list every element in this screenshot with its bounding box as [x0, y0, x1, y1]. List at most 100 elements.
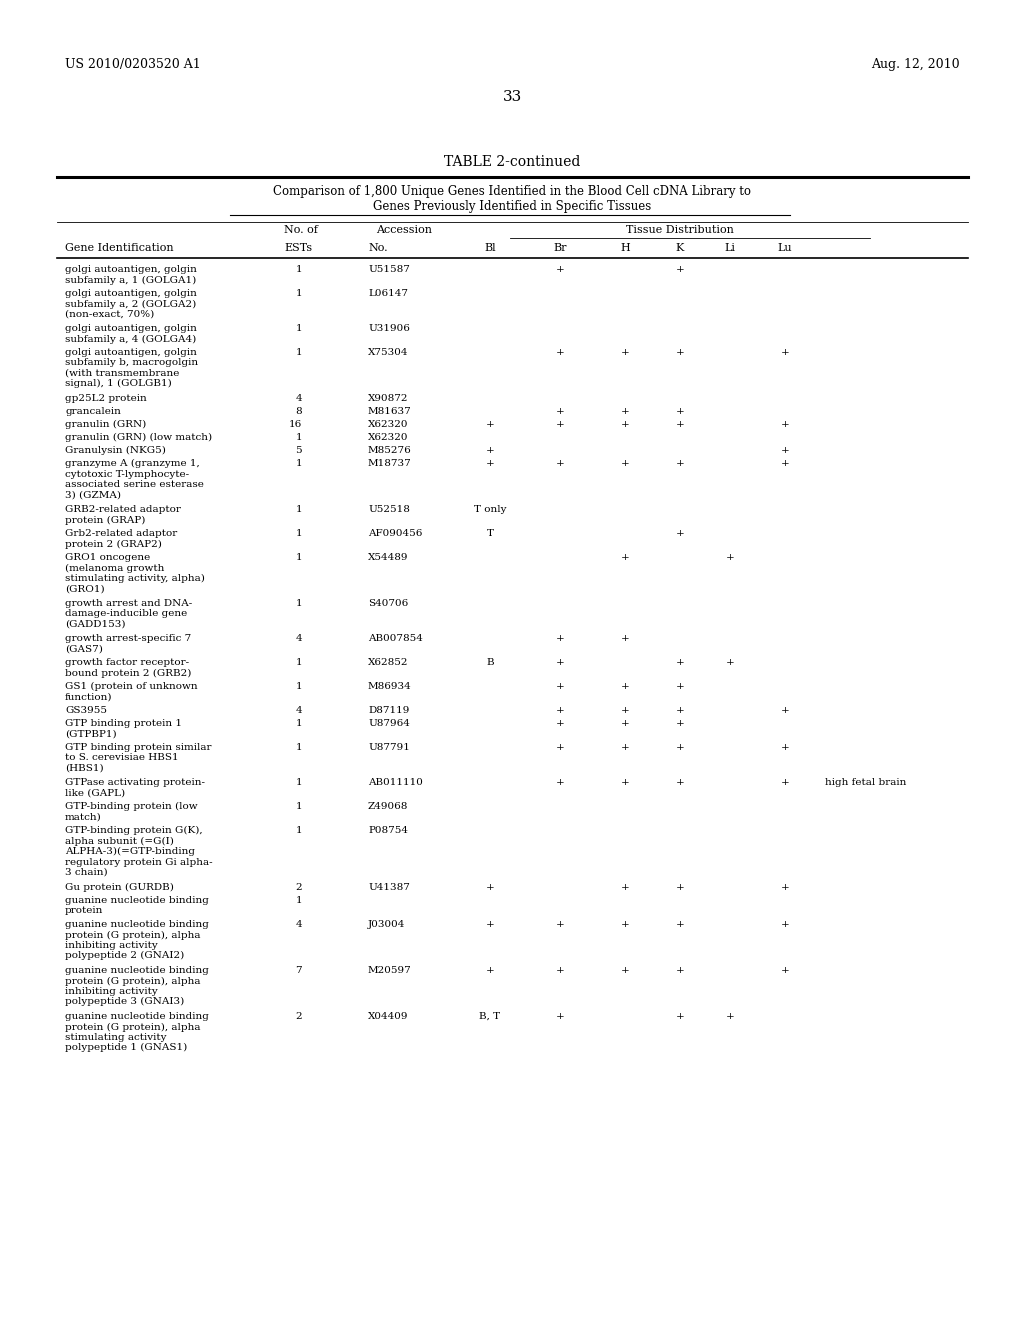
Text: +: + — [556, 743, 564, 752]
Text: X90872: X90872 — [368, 393, 409, 403]
Text: GS1 (protein of unknown
function): GS1 (protein of unknown function) — [65, 682, 198, 701]
Text: guanine nucleotide binding
protein (G protein), alpha
stimulating activity
polyp: guanine nucleotide binding protein (G pr… — [65, 1012, 209, 1052]
Text: X62320: X62320 — [368, 420, 409, 429]
Text: +: + — [676, 407, 684, 416]
Text: +: + — [726, 553, 734, 562]
Text: Accession: Accession — [376, 224, 432, 235]
Text: 1: 1 — [295, 323, 302, 333]
Text: +: + — [676, 265, 684, 275]
Text: 1: 1 — [295, 657, 302, 667]
Text: 2: 2 — [295, 883, 302, 892]
Text: +: + — [780, 446, 790, 455]
Text: +: + — [556, 706, 564, 715]
Text: +: + — [621, 743, 630, 752]
Text: 1: 1 — [295, 289, 302, 298]
Text: M20597: M20597 — [368, 966, 412, 975]
Text: +: + — [621, 706, 630, 715]
Text: No. of: No. of — [284, 224, 317, 235]
Text: Li: Li — [725, 243, 735, 253]
Text: +: + — [556, 719, 564, 729]
Text: +: + — [556, 348, 564, 356]
Text: P08754: P08754 — [368, 826, 408, 836]
Text: +: + — [780, 883, 790, 892]
Text: 1: 1 — [295, 599, 302, 609]
Text: 1: 1 — [295, 896, 302, 906]
Text: +: + — [485, 966, 495, 975]
Text: Genes Previously Identified in Specific Tissues: Genes Previously Identified in Specific … — [373, 201, 651, 213]
Text: 1: 1 — [295, 719, 302, 729]
Text: +: + — [485, 920, 495, 929]
Text: growth factor receptor-
bound protein 2 (GRB2): growth factor receptor- bound protein 2 … — [65, 657, 191, 677]
Text: growth arrest and DNA-
damage-inducible gene
(GADD153): growth arrest and DNA- damage-inducible … — [65, 599, 193, 628]
Text: +: + — [676, 529, 684, 539]
Text: +: + — [780, 348, 790, 356]
Text: +: + — [780, 459, 790, 469]
Text: 2: 2 — [295, 1012, 302, 1020]
Text: Comparison of 1,800 Unique Genes Identified in the Blood Cell cDNA Library to: Comparison of 1,800 Unique Genes Identif… — [273, 185, 751, 198]
Text: J03004: J03004 — [368, 920, 406, 929]
Text: X62852: X62852 — [368, 657, 409, 667]
Text: +: + — [676, 719, 684, 729]
Text: +: + — [780, 420, 790, 429]
Text: GRO1 oncogene
(melanoma growth
stimulating activity, alpha)
(GRO1): GRO1 oncogene (melanoma growth stimulati… — [65, 553, 205, 594]
Text: 1: 1 — [295, 459, 302, 469]
Text: TABLE 2-continued: TABLE 2-continued — [443, 154, 581, 169]
Text: high fetal brain: high fetal brain — [825, 777, 906, 787]
Text: L06147: L06147 — [368, 289, 408, 298]
Text: +: + — [621, 920, 630, 929]
Text: +: + — [485, 420, 495, 429]
Text: +: + — [780, 743, 790, 752]
Text: +: + — [676, 348, 684, 356]
Text: X62320: X62320 — [368, 433, 409, 442]
Text: grancalein: grancalein — [65, 407, 121, 416]
Text: US 2010/0203520 A1: US 2010/0203520 A1 — [65, 58, 201, 71]
Text: U51587: U51587 — [368, 265, 410, 275]
Text: 1: 1 — [295, 529, 302, 539]
Text: +: + — [485, 459, 495, 469]
Text: Tissue Distribution: Tissue Distribution — [626, 224, 734, 235]
Text: granulin (GRN): granulin (GRN) — [65, 420, 146, 429]
Text: +: + — [676, 657, 684, 667]
Text: +: + — [726, 1012, 734, 1020]
Text: Bl: Bl — [484, 243, 496, 253]
Text: +: + — [780, 920, 790, 929]
Text: 1: 1 — [295, 803, 302, 810]
Text: U31906: U31906 — [368, 323, 410, 333]
Text: +: + — [556, 657, 564, 667]
Text: X54489: X54489 — [368, 553, 409, 562]
Text: 5: 5 — [295, 446, 302, 455]
Text: golgi autoantigen, golgin
subfamily b, macrogolgin
(with transmembrane
signal), : golgi autoantigen, golgin subfamily b, m… — [65, 348, 198, 388]
Text: Aug. 12, 2010: Aug. 12, 2010 — [871, 58, 961, 71]
Text: Lu: Lu — [777, 243, 793, 253]
Text: +: + — [676, 682, 684, 690]
Text: M18737: M18737 — [368, 459, 412, 469]
Text: growth arrest-specific 7
(GAS7): growth arrest-specific 7 (GAS7) — [65, 634, 191, 653]
Text: X04409: X04409 — [368, 1012, 409, 1020]
Text: +: + — [621, 777, 630, 787]
Text: Br: Br — [553, 243, 566, 253]
Text: 1: 1 — [295, 682, 302, 690]
Text: +: + — [556, 777, 564, 787]
Text: 4: 4 — [295, 706, 302, 715]
Text: +: + — [676, 920, 684, 929]
Text: +: + — [676, 966, 684, 975]
Text: +: + — [556, 1012, 564, 1020]
Text: +: + — [556, 682, 564, 690]
Text: H: H — [621, 243, 630, 253]
Text: +: + — [556, 634, 564, 643]
Text: GTP binding protein 1
(GTPBP1): GTP binding protein 1 (GTPBP1) — [65, 719, 182, 738]
Text: 33: 33 — [503, 90, 521, 104]
Text: U87791: U87791 — [368, 743, 410, 752]
Text: B: B — [486, 657, 494, 667]
Text: +: + — [556, 459, 564, 469]
Text: granulin (GRN) (low match): granulin (GRN) (low match) — [65, 433, 212, 442]
Text: +: + — [621, 553, 630, 562]
Text: GRB2-related adaptor
protein (GRAP): GRB2-related adaptor protein (GRAP) — [65, 506, 181, 524]
Text: 1: 1 — [295, 348, 302, 356]
Text: +: + — [621, 682, 630, 690]
Text: +: + — [556, 265, 564, 275]
Text: T: T — [486, 529, 494, 539]
Text: +: + — [780, 777, 790, 787]
Text: +: + — [676, 743, 684, 752]
Text: +: + — [556, 420, 564, 429]
